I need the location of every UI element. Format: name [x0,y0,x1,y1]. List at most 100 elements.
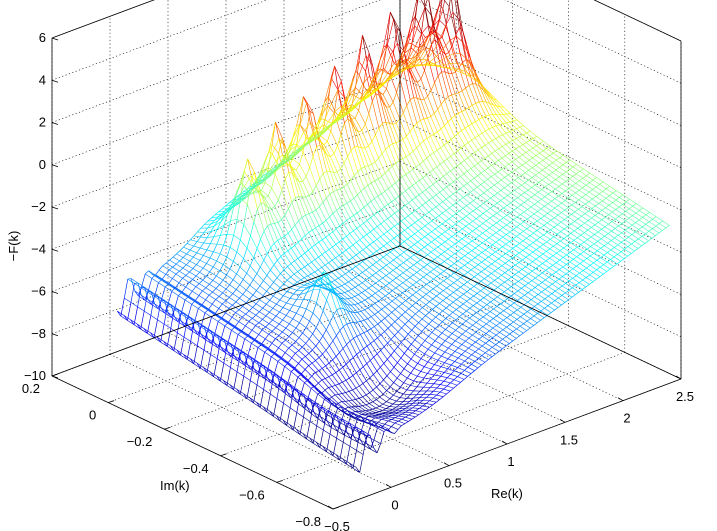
mesh-line [505,142,510,145]
mesh-line [515,243,520,247]
mesh-line [350,423,358,428]
mesh-line [427,357,432,363]
mesh-line [229,384,234,390]
mesh-line [279,307,284,313]
mesh-line [150,315,158,321]
mesh-line [528,157,533,161]
mesh-line [498,348,503,352]
mesh-line [237,360,245,366]
mesh-line [337,285,342,288]
mesh-line [550,226,555,231]
mesh-line [514,290,519,294]
mesh-line [417,363,425,367]
mesh-line [595,184,600,188]
mesh-line [377,323,385,332]
mesh-line [179,260,187,265]
mesh-line [461,127,466,131]
mesh-line [163,341,168,347]
mesh-line [600,235,605,240]
mesh-line [451,0,454,13]
mesh-line [179,246,184,251]
mesh-line [233,219,238,236]
mesh-line [404,353,412,360]
mesh-line [427,231,432,235]
mesh-line [338,255,346,263]
mesh-line [430,352,435,358]
mesh-line [311,247,319,258]
mesh-line [475,319,480,323]
mesh-line [384,204,389,208]
mesh-line [381,419,389,422]
mesh-line [471,341,476,346]
mesh-line [467,373,472,377]
mesh-line [299,299,304,307]
mesh-line [432,295,437,300]
mesh-line [446,294,451,299]
mesh-line [308,362,313,366]
mesh-line [567,214,572,218]
mesh-line [372,272,377,276]
mesh-line [578,206,583,210]
mesh-line [365,290,373,296]
mesh-line [624,227,629,231]
mesh-line [258,159,266,176]
mesh-line [161,274,167,280]
mesh-line [277,237,282,241]
mesh-line [428,220,433,224]
mesh-line [316,425,324,431]
mesh-line [198,290,203,296]
mesh-line [439,39,444,49]
mesh-line [487,187,492,191]
mesh-line [279,152,287,164]
mesh-line [211,216,218,219]
mesh-line [261,182,266,191]
mesh-line [380,350,388,360]
mesh-line [325,220,333,233]
mesh-line [547,200,552,205]
mesh-line [337,134,342,146]
mesh-line [475,338,480,343]
mesh-line [558,295,563,299]
mesh-line [485,340,490,344]
mesh-line [404,333,409,339]
mesh-line [505,260,509,264]
mesh-line [248,307,253,312]
mesh-line [526,235,531,239]
mesh-line [442,210,447,214]
mesh-line [250,380,258,386]
mesh-line [346,179,352,185]
mesh-line [462,313,470,319]
mesh-line [367,316,372,319]
mesh-line [471,152,475,156]
mesh-line [204,326,212,331]
mesh-line [406,99,411,106]
mesh-line [444,372,451,375]
mesh-line [445,307,453,313]
mesh-line [397,327,402,332]
mesh-line [289,298,297,300]
mesh-line [407,333,416,341]
mesh-line [481,361,486,366]
mesh-line [173,332,178,351]
mesh-line [336,415,344,420]
mesh-line [207,330,215,336]
mesh-line [364,113,370,125]
mesh-line [346,217,351,221]
mesh-line [350,197,355,202]
mesh-line [401,418,409,422]
mesh-line [354,303,359,306]
mesh-line [215,288,223,294]
mesh-line [238,196,246,203]
mesh-line [350,146,355,151]
mesh-line [648,218,653,223]
mesh-line [368,285,373,289]
mesh-line [277,256,282,261]
mesh-line [278,331,283,336]
grid-line [225,310,508,445]
mesh-line [597,229,602,233]
mesh-line [437,355,442,361]
mesh-line [418,318,423,323]
mesh-line [454,133,459,137]
mesh-line [374,178,379,182]
mesh-line [263,230,271,248]
